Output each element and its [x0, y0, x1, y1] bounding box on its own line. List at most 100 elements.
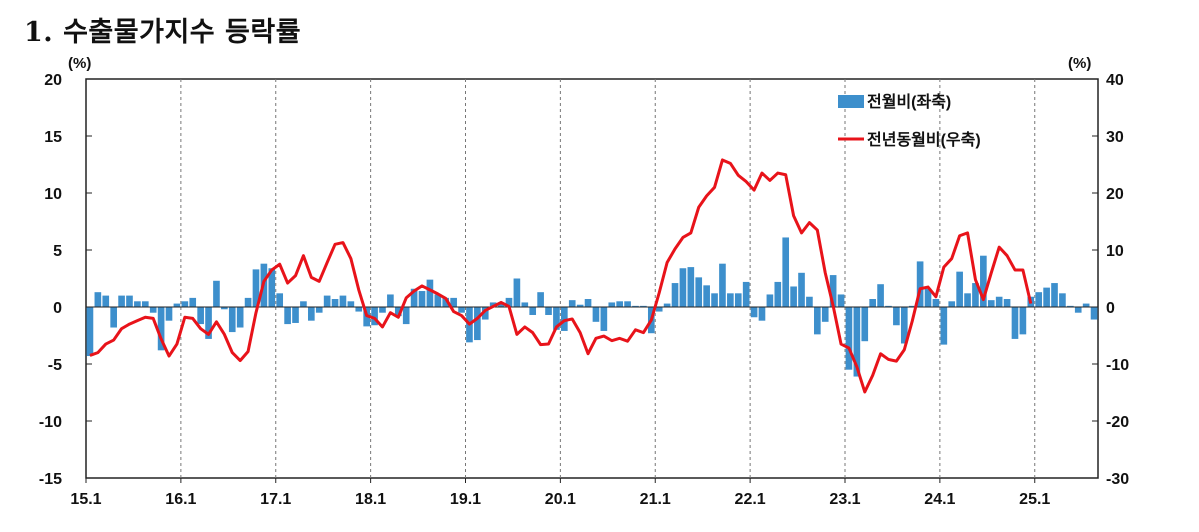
right-tick-label: 30 — [1106, 129, 1124, 146]
bar-mom — [671, 283, 679, 307]
bar-mom — [126, 295, 133, 307]
bar-mom — [924, 288, 932, 307]
bar-mom — [1003, 299, 1011, 307]
bar-mom — [640, 305, 647, 307]
bar-mom — [450, 297, 457, 307]
bar-mom — [505, 297, 513, 307]
bar-mom — [561, 307, 568, 331]
legend-label-yoy: 전년동월비(우축) — [867, 130, 981, 149]
x-tick-label: 22.1 — [735, 491, 766, 508]
line-yoy — [89, 158, 1033, 394]
legend-label-mom: 전월비(좌축) — [867, 93, 951, 111]
bar-mom — [1074, 307, 1082, 313]
bar-mom — [157, 307, 165, 351]
bar-mom — [600, 307, 608, 331]
bar-mom — [703, 285, 710, 307]
bar-mom — [837, 294, 845, 307]
bar-mom — [355, 307, 363, 312]
right-tick-label: -10 — [1106, 357, 1129, 374]
bar-mom — [632, 305, 639, 307]
left-tick-label: 15 — [44, 129, 62, 146]
bar-mom — [750, 307, 758, 318]
bar-mom — [118, 295, 125, 307]
bar-mom — [308, 307, 315, 321]
bar-mom — [442, 297, 450, 307]
right-tick-label: -30 — [1106, 471, 1129, 488]
bar-mom — [513, 278, 521, 307]
bar-mom — [624, 301, 631, 307]
page-title: 1. 수출물가지수 등락률 — [24, 17, 302, 48]
bar-mom — [806, 296, 813, 307]
bar-mom — [1059, 293, 1066, 307]
left-tick-label: -10 — [39, 414, 62, 431]
bar-mom — [205, 307, 212, 339]
bar-mom — [877, 284, 884, 307]
x-tick-label: 15.1 — [70, 491, 101, 508]
bar-mom — [545, 307, 552, 315]
bar-mom — [964, 293, 971, 307]
bar-mom — [774, 281, 782, 307]
bar-mom — [94, 292, 102, 307]
bar-mom — [1043, 287, 1050, 307]
left-tick-label: 5 — [53, 243, 62, 260]
bar-mom — [980, 255, 987, 307]
bar-mom — [236, 307, 244, 328]
bar-mom — [782, 237, 790, 307]
bar-mom — [900, 307, 908, 344]
bar-mom — [331, 299, 339, 307]
bar-mom — [481, 307, 489, 320]
left-tick-label: -5 — [48, 357, 62, 374]
x-tick-label: 16.1 — [165, 491, 196, 508]
bar-mom — [576, 304, 584, 307]
bar-mom — [568, 300, 576, 307]
bar-mom — [165, 307, 173, 321]
bar-mom — [1011, 307, 1019, 339]
bar-mom — [173, 303, 181, 307]
bar-mom — [893, 307, 900, 326]
left-axis: 20 15 10 5 0 -5 -10 -15 — [39, 72, 92, 488]
right-axis: 40 30 20 10 0 -10 -20 -30 — [1092, 72, 1129, 488]
left-tick-label: -15 — [39, 471, 62, 488]
bar-mom — [742, 281, 750, 307]
bar-mom — [869, 299, 876, 307]
bar-mom — [426, 279, 434, 307]
x-tick-label: 25.1 — [1019, 491, 1050, 508]
bar-mom — [853, 307, 861, 377]
bar-mom — [916, 261, 924, 307]
bar-mom — [268, 268, 276, 307]
bar-mom — [134, 301, 141, 307]
bar-mom — [1082, 303, 1090, 307]
x-tick-label: 20.1 — [545, 491, 576, 508]
bar-mom — [489, 302, 497, 307]
bar-mom — [276, 293, 284, 307]
bar-mom — [244, 297, 252, 307]
right-tick-label: 10 — [1106, 243, 1124, 260]
x-tick-label: 19.1 — [450, 491, 481, 508]
bar-mom — [948, 301, 956, 307]
bar-mom — [814, 307, 821, 335]
bar-mom — [553, 307, 560, 330]
x-tick-label: 18.1 — [355, 491, 386, 508]
left-tick-label: 10 — [44, 186, 62, 203]
bar-mom — [1035, 292, 1043, 307]
bar-mom — [885, 305, 892, 307]
left-tick-label: 0 — [53, 300, 62, 317]
bar-mom — [956, 271, 963, 307]
bar-mom — [284, 307, 291, 325]
bar-mom — [908, 305, 916, 307]
bar-mom — [347, 301, 355, 307]
bar-mom — [213, 280, 220, 307]
line-series-yoy — [89, 158, 1033, 394]
bar-mom — [394, 307, 402, 317]
bar-mom — [584, 299, 592, 307]
bar-mom — [339, 295, 347, 307]
bar-mom — [221, 307, 228, 310]
bar-mom — [932, 299, 940, 307]
bar-mom — [1090, 307, 1098, 320]
bar-mom — [821, 307, 829, 322]
bar-mom — [387, 294, 394, 307]
bar-mom — [861, 307, 869, 342]
bar-mom — [379, 307, 386, 313]
